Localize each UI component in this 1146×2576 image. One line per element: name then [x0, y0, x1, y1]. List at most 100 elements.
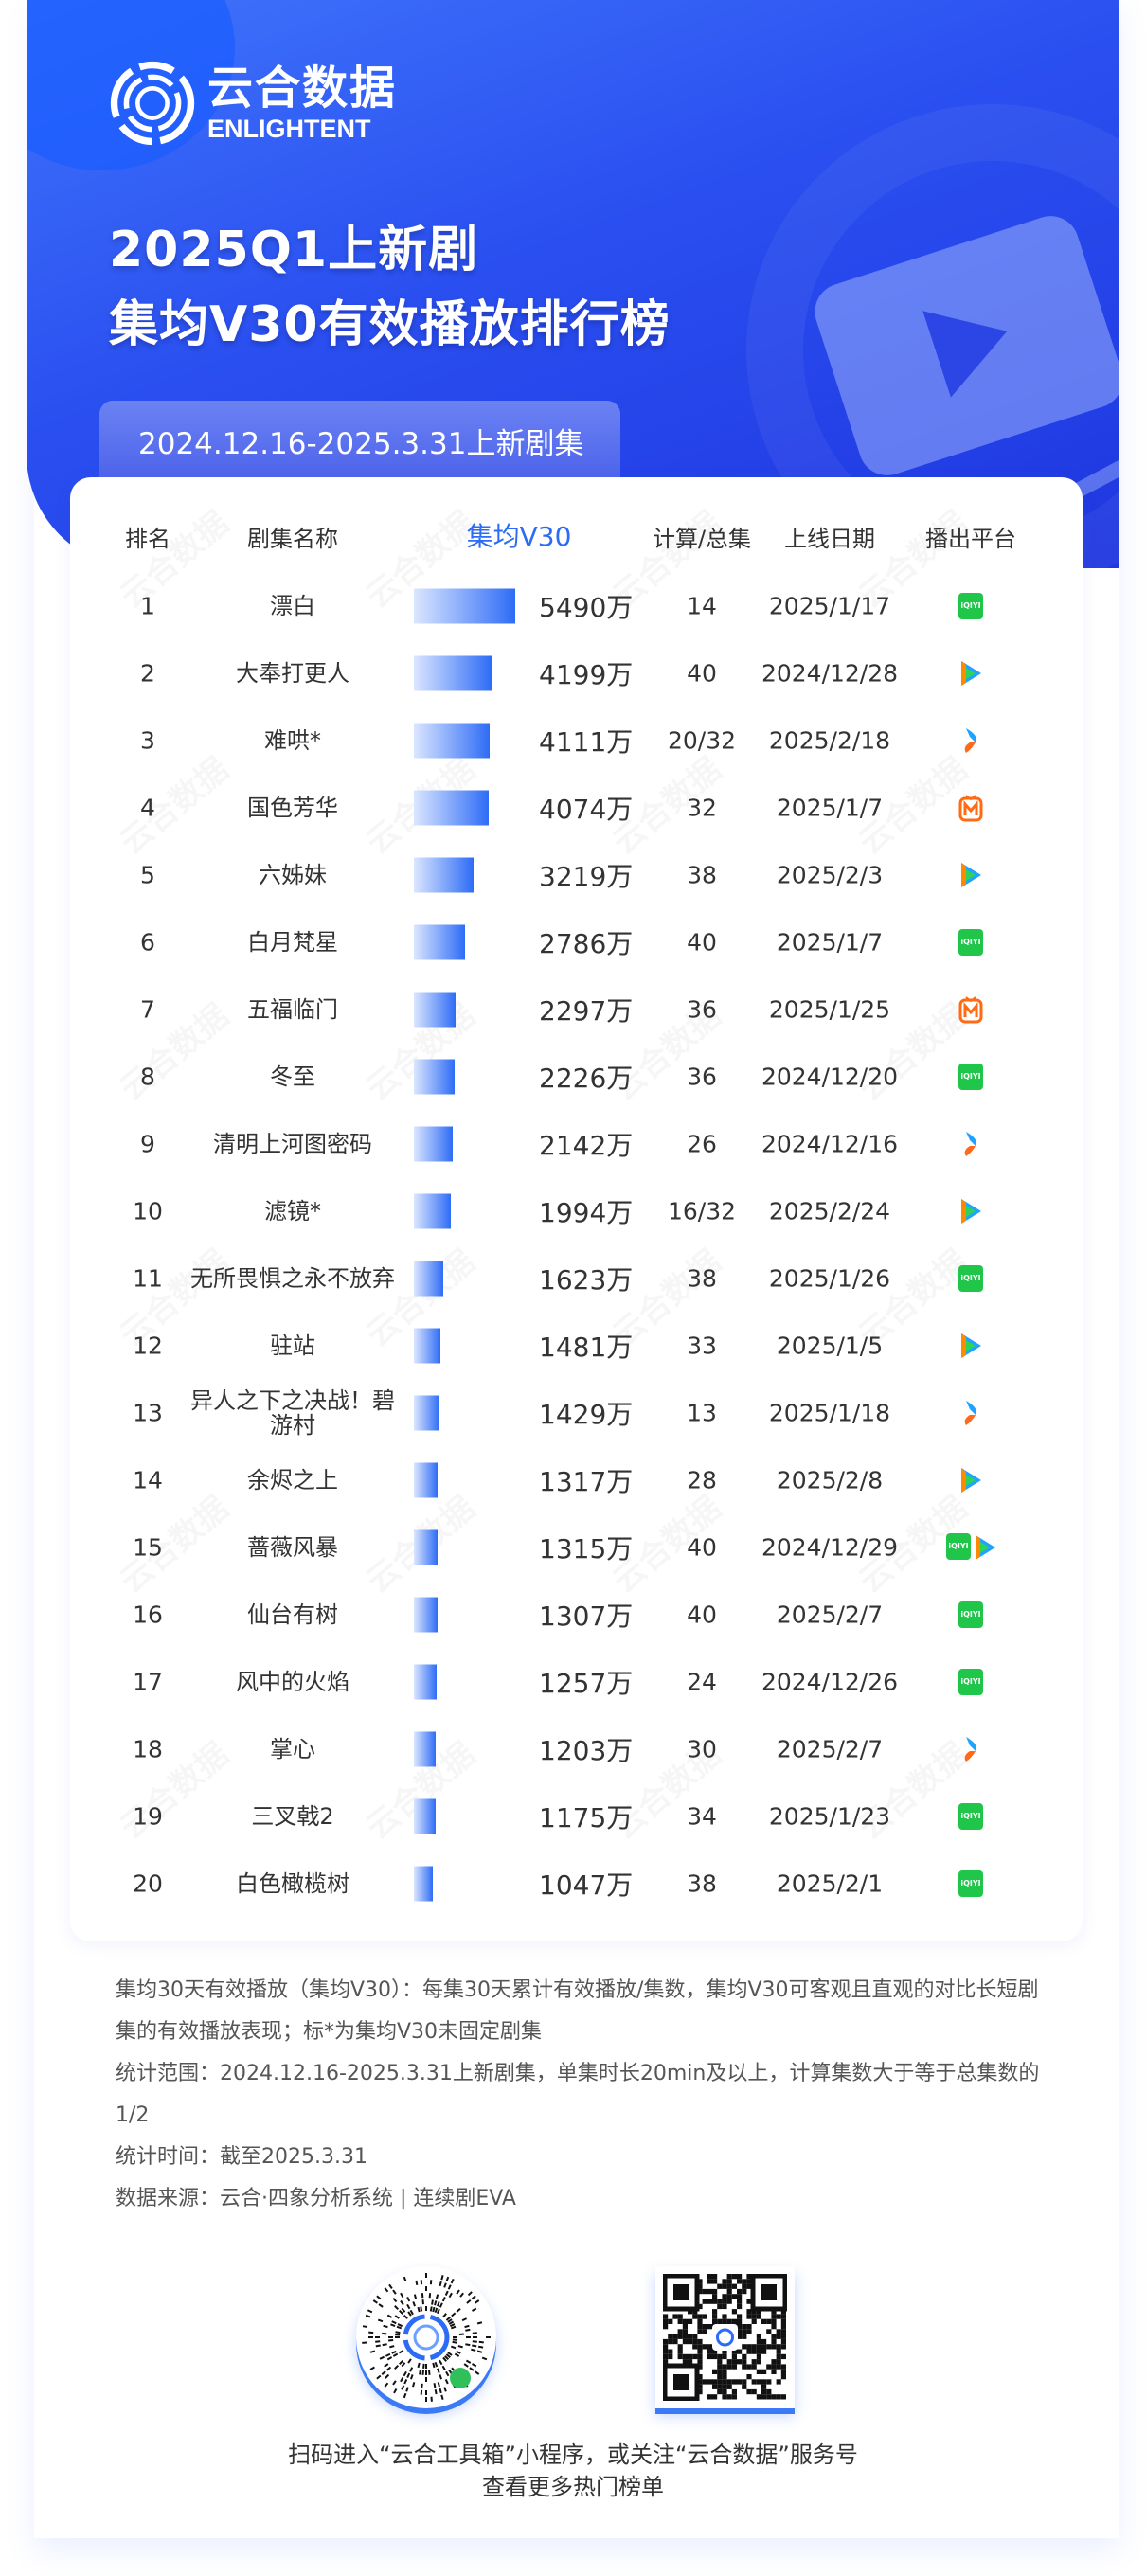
ranking-table: 云合数据云合数据云合数据云合数据云合数据云合数据云合数据云合数据云合数据云合数据…: [70, 477, 1083, 1941]
platforms: iQIYI: [958, 1063, 983, 1090]
platforms: iQIYI: [958, 1264, 983, 1292]
table-row: 13 异人之下之决战！碧游村 1429万 13 2025/1/18: [70, 1379, 1083, 1446]
rank: 12: [133, 1332, 163, 1359]
episodes: 32: [687, 794, 717, 821]
release-date: 2025/2/7: [776, 1601, 884, 1628]
iqiyi-icon: iQIYI: [958, 1869, 983, 1897]
table-row: 14 余烬之上 1317万 28 2025/2/8: [70, 1446, 1083, 1513]
drama-name: 掌心: [270, 1735, 315, 1762]
table-row: 6 白月梵星 2786万 40 2025/1/7 iQIYI: [70, 908, 1083, 975]
release-date: 2024/12/26: [761, 1668, 899, 1695]
platforms: [958, 794, 983, 822]
table-row: 20 白色橄榄树 1047万 38 2025/2/1 iQIYI: [70, 1850, 1083, 1917]
mango-tv-icon: [958, 794, 983, 821]
episodes: 26: [687, 1130, 717, 1157]
release-date: 2025/2/7: [776, 1735, 884, 1762]
episodes: 34: [687, 1802, 717, 1830]
episodes: 40: [687, 1533, 717, 1561]
rank: 18: [133, 1735, 163, 1762]
brand-name-en: ENLIGHTENT: [207, 115, 371, 143]
platforms: [958, 995, 983, 1024]
episodes: 38: [687, 1869, 717, 1897]
v30-value: 4074万: [539, 793, 634, 825]
iqiyi-icon: iQIYI: [958, 1668, 983, 1695]
rank: 15: [133, 1533, 163, 1561]
rank: 5: [140, 861, 155, 888]
v30-value: 1317万: [539, 1465, 634, 1497]
v30-value: 1481万: [539, 1331, 634, 1363]
header-date: 上线日期: [784, 526, 875, 552]
drama-name: 仙台有树: [247, 1601, 338, 1628]
episodes: 33: [687, 1332, 717, 1359]
rank: 8: [140, 1063, 155, 1090]
drama-name: 难哄*: [264, 726, 321, 754]
v30-bar: [414, 1328, 441, 1363]
table-row: 8 冬至 2226万 36 2024/12/20 iQIYI: [70, 1043, 1083, 1110]
iqiyi-icon: iQIYI: [958, 1802, 983, 1830]
release-date: 2025/1/25: [768, 995, 891, 1023]
release-date: 2025/1/18: [768, 1399, 891, 1426]
v30-bar: [414, 1597, 439, 1632]
platforms: [958, 1130, 983, 1158]
v30-value: 1315万: [539, 1532, 634, 1565]
release-date: 2024/12/28: [761, 659, 899, 687]
episodes: 20/32: [667, 726, 737, 754]
drama-name: 异人之下之决战！碧游村: [190, 1386, 395, 1439]
period-label: 2024.12.16-2025.3.31上新剧集: [99, 401, 620, 486]
v30-value: 1307万: [539, 1600, 634, 1632]
note-scope: 统计范围：2024.12.16-2025.3.31上新剧集，单集时长20min及…: [116, 2062, 1040, 2127]
tencent-video-icon: [961, 1198, 981, 1224]
episodes: 40: [687, 1601, 717, 1628]
drama-name: 大奉打更人: [236, 659, 349, 687]
release-date: 2025/1/7: [776, 794, 884, 821]
note-definition: 集均30天有效播放（集均V30）：每集30天累计有效播放/集数，集均V30可客观…: [116, 1978, 1039, 2044]
drama-name: 无所畏惧之永不放弃: [190, 1264, 395, 1292]
table-row: 18 掌心 1203万 30 2025/2/7: [70, 1715, 1083, 1782]
v30-bar: [414, 723, 490, 758]
rank: 17: [133, 1668, 163, 1695]
page-title-line1: 2025Q1上新剧: [109, 222, 479, 278]
mini-program-qr-code[interactable]: [356, 2266, 496, 2408]
v30-value: 5490万: [539, 591, 634, 623]
table-row: 7 五福临门 2297万 36 2025/1/25: [70, 975, 1083, 1043]
rank: 10: [133, 1197, 163, 1225]
drama-name: 滤镜*: [264, 1197, 321, 1225]
platforms: [958, 726, 983, 755]
drama-name: 漂白: [270, 592, 315, 619]
platforms: [958, 1399, 983, 1427]
v30-bar: [414, 1059, 456, 1094]
brand-name-cn: 云合数据: [207, 62, 398, 115]
drama-name: 风中的火焰: [236, 1668, 349, 1695]
table-row: 2 大奉打更人 4199万 40 2024/12/28: [70, 639, 1083, 707]
notes: 集均30天有效播放（集均V30）：每集30天累计有效播放/集数，集均V30可客观…: [116, 1970, 1053, 2220]
iqiyi-icon: iQIYI: [958, 1264, 983, 1292]
release-date: 2025/2/1: [776, 1869, 884, 1897]
header-rank: 排名: [125, 526, 170, 552]
release-date: 2025/2/24: [768, 1197, 891, 1225]
v30-value: 4111万: [539, 725, 634, 758]
v30-value: 1623万: [539, 1263, 634, 1296]
v30-value: 2297万: [539, 994, 634, 1027]
platforms: [958, 1332, 983, 1360]
rank: 3: [140, 726, 155, 754]
v30-bar: [414, 1731, 437, 1766]
rank: 11: [133, 1264, 163, 1292]
release-date: 2024/12/29: [761, 1533, 899, 1561]
platforms: iQIYI: [958, 1601, 983, 1628]
drama-name: 蔷薇风暴: [247, 1533, 338, 1561]
v30-bar: [414, 1395, 440, 1430]
table-row: 15 蔷薇风暴 1315万 40 2024/12/29 iQIYI: [70, 1513, 1083, 1581]
drama-name: 六姊妹: [259, 861, 327, 888]
v30-bar: [414, 588, 515, 623]
table-row: 9 清明上河图密码 2142万 26 2024/12/16: [70, 1110, 1083, 1177]
footer-line2: 查看更多热门榜单: [482, 2474, 664, 2500]
enlightent-logo-icon: [110, 61, 195, 146]
youku-icon: [964, 1131, 976, 1156]
table-row: 3 难哄* 4111万 20/32 2025/2/18: [70, 707, 1083, 774]
service-account-qr-code[interactable]: [655, 2266, 795, 2408]
tencent-video-icon: [976, 1534, 995, 1560]
header-name: 剧集名称: [247, 526, 338, 552]
release-date: 2025/2/18: [768, 726, 891, 754]
v30-value: 1047万: [539, 1869, 634, 1901]
v30-value: 2786万: [539, 927, 634, 959]
